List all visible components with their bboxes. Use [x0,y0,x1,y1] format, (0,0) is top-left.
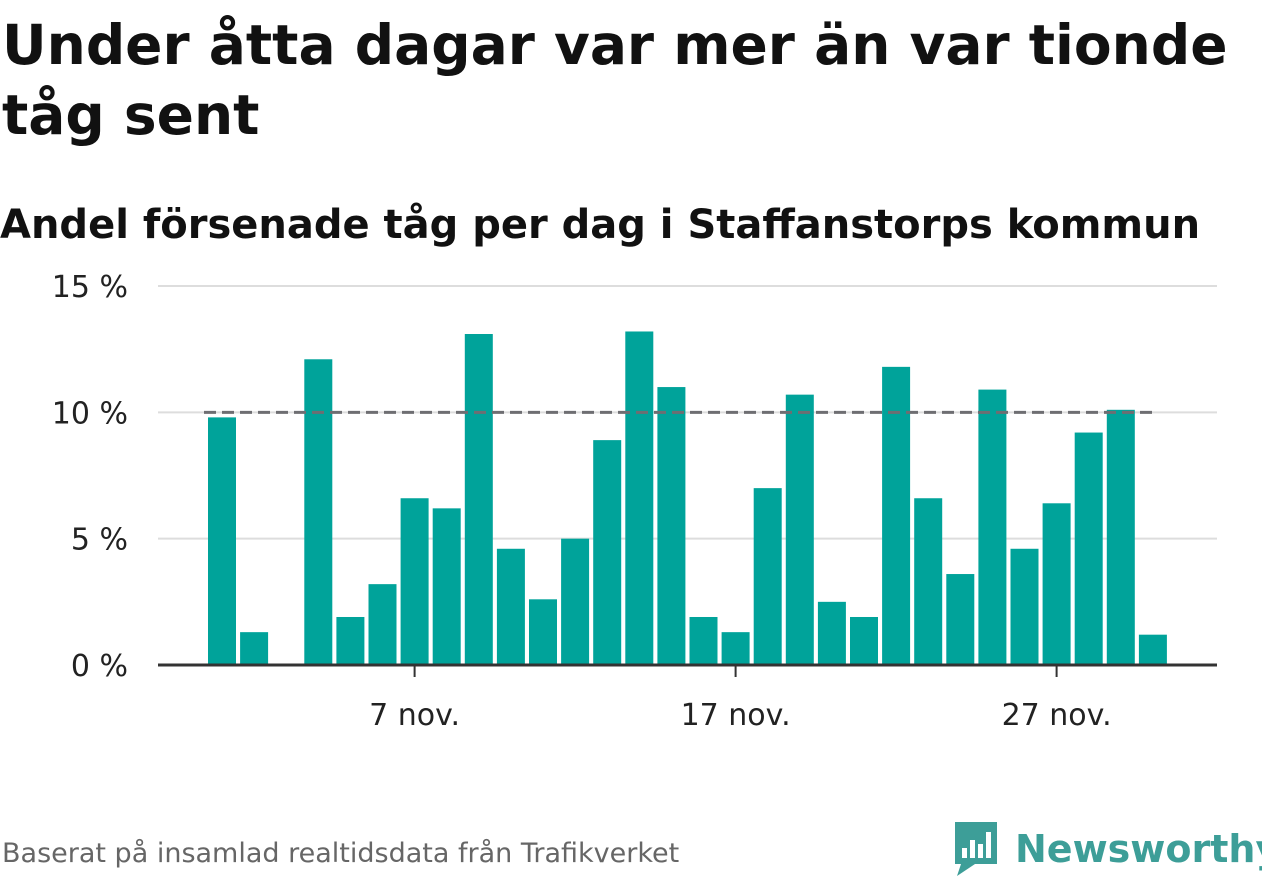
bar [721,632,750,665]
bar [1074,432,1103,665]
axes: 0 % 5 % 10 % 15 % 7 nov. 17 nov. 27 nov. [52,270,1217,733]
x-tick-label: 7 nov. [369,698,460,733]
brand-logo: Newsworthy [951,820,1262,878]
bar [304,359,333,665]
bar [978,389,1007,665]
bar [914,498,943,665]
y-tick-label: 0 % [71,649,128,684]
bar [464,334,493,665]
y-tick-label: 5 % [71,523,128,558]
bar [561,538,590,665]
bar-chart: 0 % 5 % 10 % 15 % 7 nov. 17 nov. 27 nov. [52,270,1217,733]
bar [1106,409,1135,665]
y-tick-label: 15 % [52,270,128,305]
bar [657,387,686,665]
bar [689,616,718,665]
bar [368,584,397,665]
bar [850,616,878,665]
bar [496,548,525,665]
bar [946,574,975,665]
bar [400,498,429,665]
bar [1042,503,1071,665]
chart-title: Under åtta dagar var mer än var tionde t… [2,13,1228,147]
bar [817,601,846,665]
x-tick-label: 27 nov. [1002,698,1112,733]
bar [1010,548,1039,665]
bars [208,331,1167,665]
bar [1138,634,1167,665]
bar [785,394,814,665]
bar [753,488,782,665]
bar [882,366,911,665]
bar [529,599,557,665]
bar [240,632,269,665]
bar [336,616,365,665]
bar [593,440,622,665]
bar [625,331,654,665]
brand-name: Newsworthy [1015,827,1262,871]
chart-subtitle: Andel försenade tåg per dag i Staffansto… [0,202,1201,248]
x-tick-label: 17 nov. [681,698,791,733]
source-note: Baserat på insamlad realtidsdata från Tr… [2,838,680,869]
bar [208,417,236,665]
bar [432,508,461,665]
y-tick-label: 10 % [52,396,128,431]
newsworthy-logo-icon [955,822,997,876]
